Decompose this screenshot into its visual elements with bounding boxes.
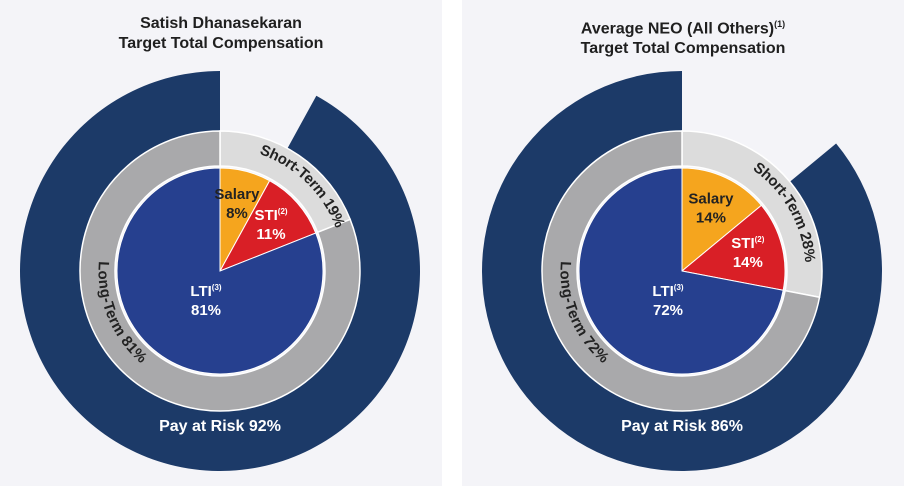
chart-title: Average NEO (All Others)(1) Target Total… xyxy=(462,14,904,59)
sti-slice-label: STI(2) xyxy=(731,235,764,252)
pay-at-risk-arc xyxy=(19,71,420,471)
sti-slice xyxy=(218,180,317,272)
salary-slice xyxy=(681,167,763,273)
lti-slice-label: LTI(3) xyxy=(190,283,222,300)
lti-slice-value: 81% xyxy=(191,302,221,319)
pay-at-risk-label: Pay at Risk 86% xyxy=(621,418,743,435)
chart-subtitle: Target Total Compensation xyxy=(580,40,786,58)
chart-title-name: Satish Dhanasekaran xyxy=(140,15,302,32)
lti-slice-value: 72% xyxy=(653,302,683,319)
lti-slice xyxy=(116,167,324,375)
pay-at-risk-arc xyxy=(482,71,882,472)
lti-slice-label: LTI(3) xyxy=(652,283,684,300)
chart-title-name: Average NEO (All Others) xyxy=(580,20,775,38)
pay-at-risk-label: Pay at Risk 92% xyxy=(159,418,281,435)
salary-slice-value: 14% xyxy=(696,209,726,226)
sti-slice xyxy=(680,204,786,291)
lti-slice xyxy=(578,167,784,375)
sti-slice-value: 14% xyxy=(733,254,763,271)
chart-title: Satish Dhanasekaran Target Total Compens… xyxy=(0,14,442,54)
sti-slice-label: STI(2) xyxy=(254,207,287,224)
chart-panel-satish: Satish Dhanasekaran Target Total Compens… xyxy=(0,0,442,486)
salary-slice-label: Salary xyxy=(688,190,734,207)
sti-slice-value: 11% xyxy=(256,226,285,243)
chart-subtitle: Target Total Compensation xyxy=(118,35,324,52)
salary-slice-value: 8% xyxy=(226,205,248,222)
long-term-ring-arc xyxy=(79,130,361,412)
chart-panel-average-neo: Average NEO (All Others)(1) Target Total… xyxy=(462,0,904,486)
long-term-ring-arc xyxy=(541,130,821,412)
chart-title-footnote: (1) xyxy=(774,19,786,29)
salary-slice-label: Salary xyxy=(214,186,260,203)
